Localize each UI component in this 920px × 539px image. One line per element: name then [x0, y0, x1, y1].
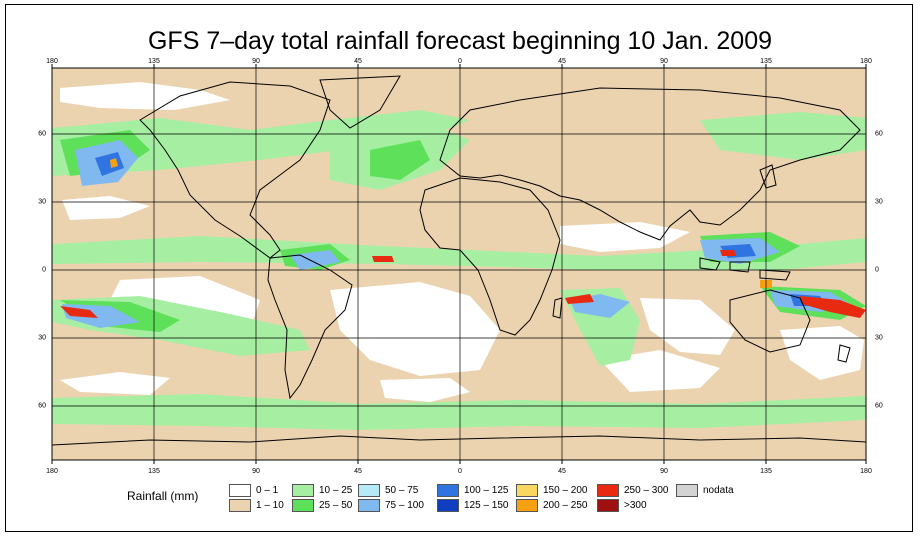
- lat-label-left: 60: [38, 130, 46, 138]
- lon-label-top: 45: [354, 58, 362, 65]
- tick-marks: [51, 64, 867, 464]
- legend-label: nodata: [703, 485, 734, 496]
- legend-swatch: [437, 499, 459, 512]
- lat-label-left: 30: [38, 198, 46, 206]
- legend-label: 0 – 1: [256, 485, 279, 496]
- lat-label-right: 0: [875, 266, 879, 274]
- lat-label-right: 30: [875, 198, 883, 206]
- lon-label-top: 90: [252, 58, 260, 65]
- legend-swatch: [516, 484, 538, 497]
- legend-swatch: [292, 499, 314, 512]
- lat-label-right: 60: [875, 402, 883, 410]
- lon-label-bottom: 45: [354, 468, 362, 475]
- gridlines: [52, 68, 866, 460]
- lon-label-top: 90: [660, 58, 668, 65]
- legend-swatch: [229, 499, 251, 512]
- legend-label: 150 – 200: [543, 485, 588, 496]
- figure-frame: [5, 4, 913, 532]
- legend-swatch: [597, 484, 619, 497]
- lon-label-top: 0: [458, 58, 462, 65]
- lat-label-left: 0: [42, 266, 46, 274]
- lon-label-bottom: 180: [46, 468, 58, 475]
- lon-label-top: 135: [760, 58, 772, 65]
- legend-swatch: [229, 484, 251, 497]
- lon-label-bottom: 135: [148, 468, 160, 475]
- legend-label: 50 – 75: [385, 485, 419, 496]
- legend-label: 250 – 300: [624, 485, 669, 496]
- legend-label: 200 – 250: [543, 500, 588, 511]
- lat-label-right: 60: [875, 130, 883, 138]
- lon-label-top: 45: [558, 58, 566, 65]
- lon-label-bottom: 0: [458, 468, 462, 475]
- legend-swatch: [516, 499, 538, 512]
- map-border: [51, 67, 867, 461]
- lon-label-bottom: 90: [660, 468, 668, 475]
- legend-swatch: [437, 484, 459, 497]
- legend-label: 75 – 100: [385, 500, 424, 511]
- legend-label: 100 – 125: [464, 485, 509, 496]
- lon-label-top: 135: [148, 58, 160, 65]
- map-title: GFS 7–day total rainfall forecast beginn…: [147, 27, 772, 55]
- lat-label-left: 60: [38, 402, 46, 410]
- lat-label-right: 30: [875, 334, 883, 342]
- legend-swatch: [292, 484, 314, 497]
- lon-label-bottom: 135: [760, 468, 772, 475]
- legend-swatch: [358, 499, 380, 512]
- lat-label-left: 30: [38, 334, 46, 342]
- legend-label: 1 – 10: [256, 500, 284, 511]
- lon-label-bottom: 45: [558, 468, 566, 475]
- lon-label-top: 180: [860, 58, 872, 65]
- legend-swatch: [676, 484, 698, 497]
- legend-label: 10 – 25: [319, 485, 353, 496]
- lon-label-bottom: 180: [860, 468, 872, 475]
- extreme-rain: [60, 250, 866, 318]
- legend-label: 125 – 150: [464, 500, 509, 511]
- legend-label: 25 – 50: [319, 500, 353, 511]
- legend-swatch: [358, 484, 380, 497]
- lon-label-bottom: 90: [252, 468, 260, 475]
- legend-title: Rainfall (mm): [127, 489, 199, 503]
- lon-label-top: 180: [46, 58, 58, 65]
- legend-swatch: [597, 499, 619, 512]
- legend-label: >300: [624, 500, 647, 511]
